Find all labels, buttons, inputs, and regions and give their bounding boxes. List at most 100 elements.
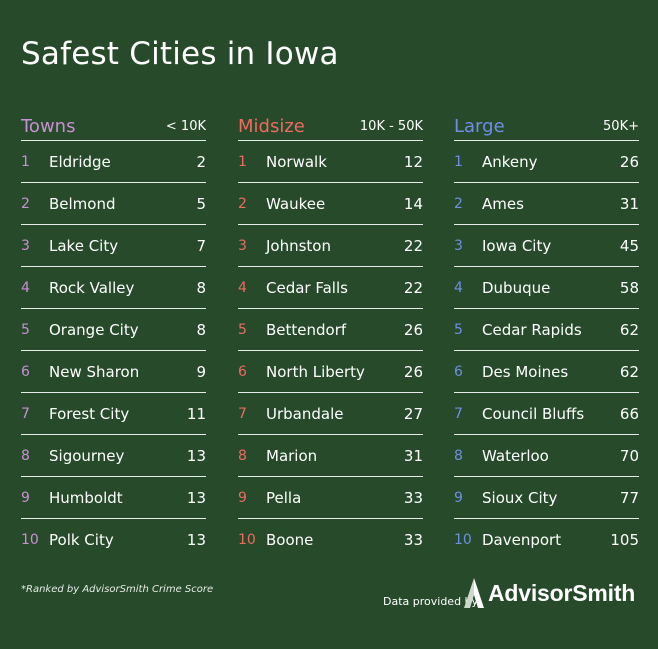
crime-score: 31 <box>619 194 639 213</box>
footnote: *Ranked by AdvisorSmith Crime Score <box>21 584 214 595</box>
table-row: 4 Dubuque 58 <box>454 267 639 309</box>
rank-number: 6 <box>454 363 463 380</box>
city-name: Sioux City <box>482 488 558 507</box>
crime-score: 66 <box>619 404 639 423</box>
table-row: 5 Bettendorf 26 <box>238 309 423 351</box>
table-row: 2 Waukee 14 <box>238 183 423 225</box>
crime-score: 27 <box>403 404 423 423</box>
rank-number: 1 <box>21 153 30 170</box>
table-row: 1 Ankeny 26 <box>454 141 639 183</box>
rank-number: 1 <box>238 153 247 170</box>
table-row: 1 Eldridge 2 <box>21 141 206 183</box>
city-name: Boone <box>266 530 314 549</box>
rank-number: 2 <box>454 195 463 212</box>
crime-score: 8 <box>196 278 206 297</box>
rank-number: 3 <box>21 237 30 254</box>
rank-number: 7 <box>238 405 247 422</box>
rank-number: 5 <box>454 321 463 338</box>
crime-score: 11 <box>186 404 206 423</box>
group-range: < 10K <box>165 118 206 134</box>
crime-score: 26 <box>403 320 423 339</box>
column-midsize: Midsize 10K - 50K 1 Norwalk 12 2 Waukee 14 3 John… <box>238 112 423 560</box>
rank-number: 4 <box>454 279 463 296</box>
city-name: Polk City <box>49 530 114 549</box>
city-name: North Liberty <box>266 362 365 381</box>
rank-number: 8 <box>454 447 463 464</box>
column-header: Large 50K+ <box>454 112 639 141</box>
city-name: Norwalk <box>266 152 327 171</box>
table-row: 8 Marion 31 <box>238 435 423 477</box>
city-name: Eldridge <box>49 152 111 171</box>
group-name: Midsize <box>238 115 305 137</box>
table-row: 3 Iowa City 45 <box>454 225 639 267</box>
table-row: 4 Cedar Falls 22 <box>238 267 423 309</box>
city-name: Forest City <box>49 404 130 423</box>
table-row: 2 Ames 31 <box>454 183 639 225</box>
table-row: 4 Rock Valley 8 <box>21 267 206 309</box>
rank-number: 5 <box>238 321 247 338</box>
data-provided-label: Data provided by <box>383 595 479 608</box>
rank-number: 5 <box>21 321 30 338</box>
table-row: 1 Norwalk 12 <box>238 141 423 183</box>
table-row: 3 Johnston 22 <box>238 225 423 267</box>
city-name: New Sharon <box>49 362 140 381</box>
city-name: Orange City <box>49 320 139 339</box>
crime-score: 58 <box>619 278 639 297</box>
table-row: 5 Cedar Rapids 62 <box>454 309 639 351</box>
table-row: 3 Lake City 7 <box>21 225 206 267</box>
table-row: 8 Sigourney 13 <box>21 435 206 477</box>
crime-score: 13 <box>186 488 206 507</box>
city-name: Davenport <box>482 530 562 549</box>
table-row: 9 Sioux City 77 <box>454 477 639 519</box>
page-title: Safest Cities in Iowa <box>21 36 339 72</box>
crime-score: 9 <box>196 362 206 381</box>
crime-score: 62 <box>619 362 639 381</box>
table-row: 9 Pella 33 <box>238 477 423 519</box>
city-name: Council Bluffs <box>482 404 585 423</box>
crime-score: 26 <box>403 362 423 381</box>
crime-score: 22 <box>403 236 423 255</box>
table-row: 10 Davenport 105 <box>454 519 639 560</box>
rank-number: 2 <box>21 195 30 212</box>
rank-number: 1 <box>454 153 463 170</box>
table-row: 8 Waterloo 70 <box>454 435 639 477</box>
city-name: Belmond <box>49 194 116 213</box>
crime-score: 13 <box>186 446 206 465</box>
city-name: Humboldt <box>49 488 123 507</box>
crime-score: 70 <box>619 446 639 465</box>
city-name: Rock Valley <box>49 278 135 297</box>
rank-number: 10 <box>238 531 256 548</box>
rank-number: 7 <box>21 405 30 422</box>
crime-score: 5 <box>196 194 206 213</box>
group-range: 50K+ <box>603 118 639 134</box>
rank-number: 3 <box>238 237 247 254</box>
rank-number: 9 <box>454 489 463 506</box>
rank-number: 6 <box>21 363 30 380</box>
crime-score: 12 <box>403 152 423 171</box>
city-name: Waukee <box>266 194 326 213</box>
crime-score: 2 <box>196 152 206 171</box>
table-row: 5 Orange City 8 <box>21 309 206 351</box>
column-towns: Towns < 10K 1 Eldridge 2 2 Belmond 5 3 Lake City 7… <box>21 112 206 560</box>
rank-number: 3 <box>454 237 463 254</box>
city-name: Waterloo <box>482 446 549 465</box>
table-row: 7 Forest City 11 <box>21 393 206 435</box>
city-name: Des Moines <box>482 362 569 381</box>
table-row: 10 Polk City 13 <box>21 519 206 560</box>
crime-score: 62 <box>619 320 639 339</box>
rank-number: 10 <box>454 531 472 548</box>
city-name: Cedar Falls <box>266 278 348 297</box>
city-name: Lake City <box>49 236 119 255</box>
rank-number: 2 <box>238 195 247 212</box>
city-name: Marion <box>266 446 318 465</box>
rank-number: 7 <box>454 405 463 422</box>
rank-number: 6 <box>238 363 247 380</box>
city-name: Iowa City <box>482 236 552 255</box>
crime-score: 26 <box>619 152 639 171</box>
column-large: Large 50K+ 1 Ankeny 26 2 Ames 31 3 Iowa City 4 5 4 Du… <box>454 112 639 560</box>
brand-logo: AdvisorSmith <box>463 577 635 609</box>
group-range: 10K - 50K <box>359 118 423 134</box>
crime-score: 7 <box>196 236 206 255</box>
table-row: 7 Council Bluffs 66 <box>454 393 639 435</box>
group-name: Towns <box>21 115 76 137</box>
